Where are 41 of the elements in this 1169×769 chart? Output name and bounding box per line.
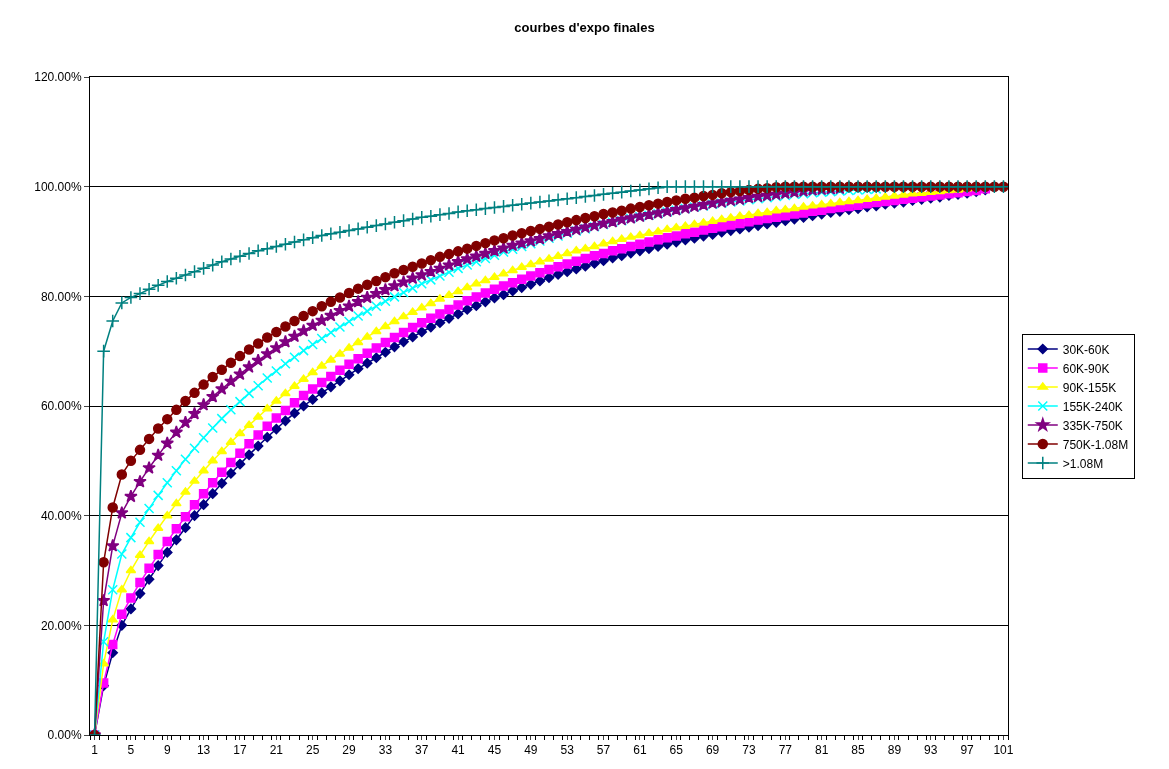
legend-label: 30K-60K: [1062, 342, 1110, 357]
chart-title: courbes d'expo finales: [514, 20, 655, 36]
x-tick-label: 77: [778, 743, 793, 758]
x-tick-label: 81: [814, 743, 829, 758]
legend-label: >1.08M: [1062, 456, 1104, 471]
x-tick-label: 61: [633, 743, 647, 758]
x-tick-label: 17: [233, 743, 247, 758]
legend-label: 335K-750K: [1062, 418, 1123, 433]
legend-label: 750K-1.08M: [1062, 437, 1129, 452]
x-tick-label: 101: [993, 743, 1014, 758]
y-tick-label: 80.00%: [40, 289, 82, 304]
x-tick-label: 33: [378, 743, 393, 758]
legend-label: 90K-155K: [1062, 380, 1117, 395]
y-tick-label: 100.00%: [34, 179, 82, 194]
legend-label: 155K-240K: [1062, 399, 1123, 414]
x-tick-label: 69: [705, 743, 720, 758]
x-tick-label: 13: [196, 743, 211, 758]
x-tick-label: 5: [127, 743, 135, 758]
x-tick-label: 1: [91, 743, 99, 758]
x-tick-label: 73: [742, 743, 756, 758]
y-tick-label: 20.00%: [40, 618, 82, 633]
x-tick-label: 53: [560, 743, 575, 758]
x-tick-label: 37: [415, 743, 429, 758]
x-tick-label: 65: [669, 743, 684, 758]
x-tick-label: 49: [524, 743, 538, 758]
x-tick-label: 89: [887, 743, 902, 758]
y-tick-label: 40.00%: [40, 508, 82, 523]
legend-label: 60K-90K: [1062, 361, 1110, 376]
x-tick-label: 93: [924, 743, 938, 758]
x-tick-label: 85: [851, 743, 866, 758]
x-tick-label: 29: [342, 743, 357, 758]
x-tick-label: 41: [451, 743, 466, 758]
x-tick-label: 97: [960, 743, 975, 758]
x-tick-label: 57: [596, 743, 611, 758]
x-tick-label: 45: [487, 743, 502, 758]
y-tick-label: 0.00%: [47, 728, 82, 743]
y-tick-label: 60.00%: [40, 399, 82, 414]
x-tick-label: 25: [306, 743, 320, 758]
x-tick-label: 9: [163, 743, 171, 758]
y-tick-label: 120.00%: [34, 70, 82, 85]
x-tick-label: 21: [269, 743, 284, 758]
